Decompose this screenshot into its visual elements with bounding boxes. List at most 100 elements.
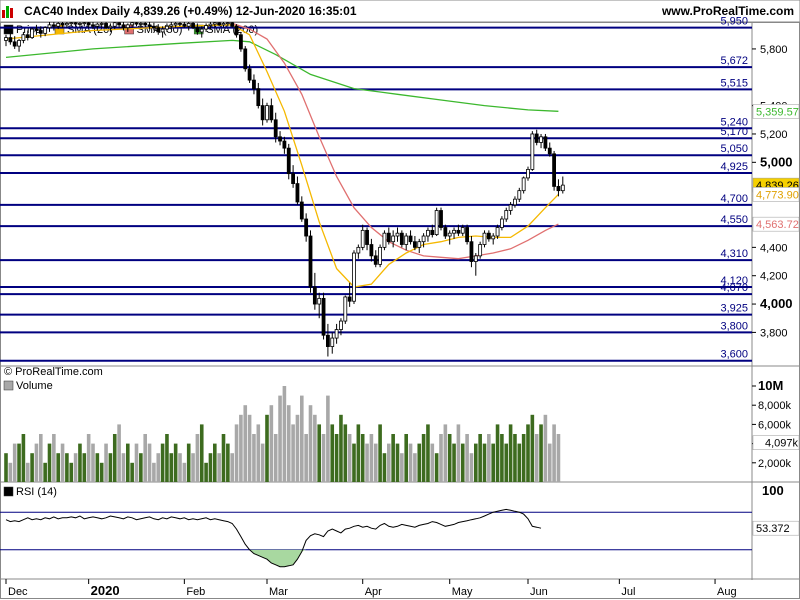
volume-bar (508, 424, 513, 482)
candle (182, 22, 187, 28)
volume-bar (169, 453, 174, 482)
candle (547, 142, 552, 157)
candle-body (265, 105, 269, 121)
volume-bar (295, 414, 300, 482)
candle-body (212, 22, 217, 25)
volume-bar (387, 443, 391, 482)
volume-bar (139, 453, 143, 482)
candle-body (21, 34, 26, 41)
volume-bar (25, 462, 30, 482)
rsi-legend (3, 486, 14, 497)
volume-bar (217, 453, 221, 482)
candle (17, 39, 21, 52)
candle (343, 295, 348, 324)
candle-body (256, 88, 261, 107)
volume-bar (339, 414, 343, 482)
candle-body (325, 334, 330, 347)
candle-body (247, 68, 252, 81)
candle (456, 224, 461, 237)
candle-body (252, 79, 256, 90)
volume-bar (8, 462, 13, 482)
candle (499, 216, 504, 231)
volume-bar (47, 443, 52, 482)
candle (530, 131, 535, 171)
candle-body (8, 37, 13, 43)
rsi-last-label: 53.372 (756, 523, 790, 535)
candle-body (439, 210, 443, 228)
volume-bar (513, 434, 517, 482)
rsi-top-tick: 100 (762, 483, 784, 498)
volume-bar (147, 443, 152, 482)
candle-body (178, 23, 182, 25)
level-label: 5,515 (720, 77, 748, 89)
candle-body (499, 218, 504, 228)
volume-bar (243, 405, 248, 482)
candle (265, 102, 269, 123)
volume-tick-label: 10M (758, 378, 783, 393)
candle-body (386, 232, 391, 243)
candle-body (191, 23, 195, 29)
candle (460, 224, 465, 237)
candle-body (86, 22, 91, 26)
candle (308, 230, 313, 293)
price-tick-label: 5,000 (760, 154, 793, 169)
price-tick-label: 3,800 (760, 327, 788, 339)
candle-body (360, 229, 365, 248)
volume-bar (404, 434, 408, 482)
candle-body (534, 133, 539, 143)
volume-legend-swatch (3, 380, 14, 391)
candle (260, 98, 265, 126)
volume-bar (165, 434, 169, 482)
candle-body (365, 229, 369, 245)
candle-body (391, 235, 396, 243)
candle (143, 22, 148, 27)
candle-body (82, 22, 87, 25)
level-label: 4,700 (720, 193, 748, 205)
volume-bar (304, 434, 308, 482)
level-label: 4,070 (720, 282, 748, 294)
candle-body (452, 229, 456, 234)
candle (508, 202, 513, 215)
last-sma20-label-box (752, 187, 800, 202)
candle-body (221, 23, 226, 26)
candle-body (104, 23, 108, 29)
candle (347, 282, 352, 307)
x-tick-label: Mar (269, 586, 288, 598)
candle (286, 143, 291, 180)
volume-bar (213, 443, 217, 482)
candle-body (4, 37, 8, 41)
candle (365, 227, 369, 251)
candle-body (547, 147, 552, 155)
volume-bar (369, 434, 374, 482)
candle-body (539, 136, 543, 143)
candle-body (182, 23, 187, 27)
candle (417, 238, 422, 254)
volume-bar (500, 434, 504, 482)
candle (173, 22, 178, 28)
candle (486, 230, 491, 242)
volume-tick-label: 2,000k (758, 458, 792, 470)
candle-body (195, 27, 200, 33)
candle (269, 98, 274, 123)
candle (352, 250, 356, 305)
volume-bar (547, 443, 552, 482)
candle (169, 22, 174, 30)
candle (30, 27, 35, 40)
candle-body (473, 255, 478, 262)
candle-body (217, 22, 222, 26)
volume-bar (265, 414, 269, 482)
candle (295, 176, 300, 205)
volume-bar (504, 443, 509, 482)
candle (178, 22, 182, 27)
candle-body (378, 246, 383, 265)
volume-bar (286, 405, 291, 482)
candle-body (25, 34, 30, 38)
candle-body (369, 244, 374, 257)
volume-bar (395, 443, 400, 482)
candle-body (95, 23, 100, 27)
candle (125, 23, 130, 32)
volume-bar (121, 453, 126, 482)
volume-bar (91, 443, 95, 482)
volume-bar (204, 462, 208, 482)
candle (430, 224, 435, 238)
